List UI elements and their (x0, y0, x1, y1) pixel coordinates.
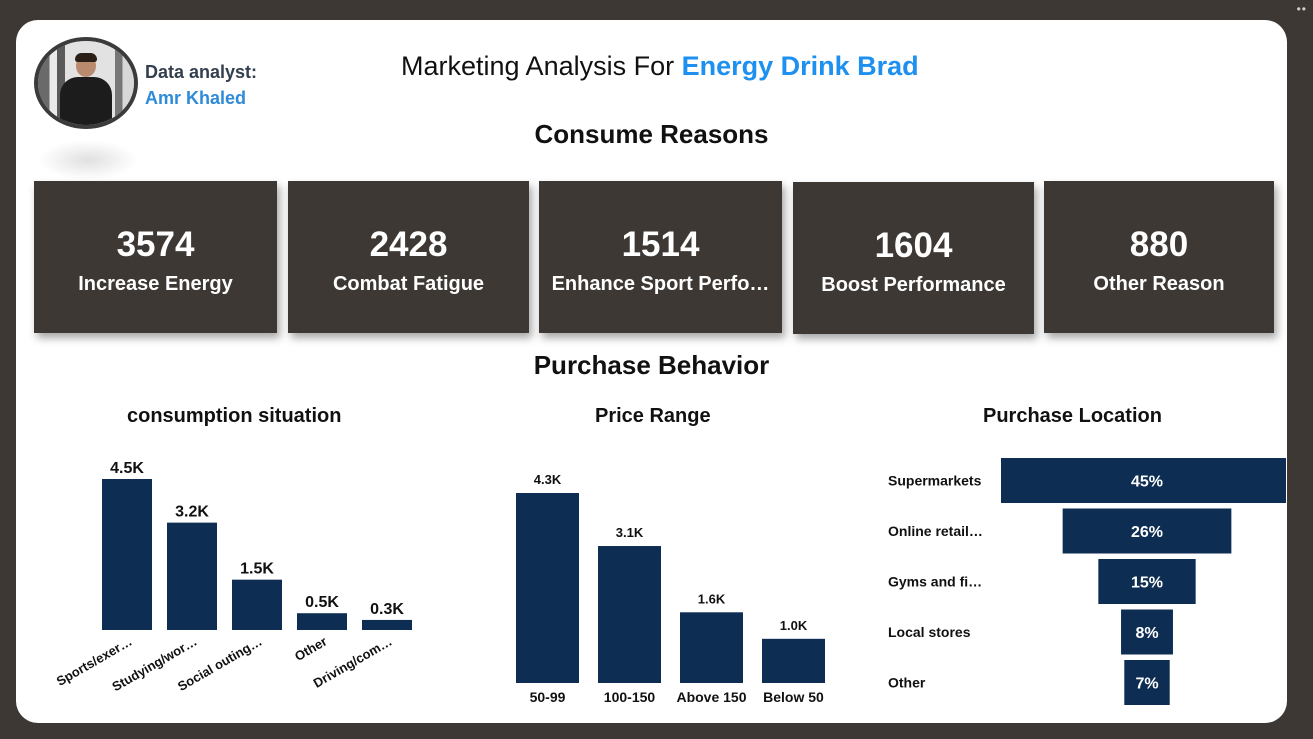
data-label: 0.3K (370, 601, 404, 618)
kpi-label: Enhance Sport Perfo… (551, 273, 770, 295)
data-label: 3.2K (175, 504, 209, 521)
kpi-label: Combat Fatigue (332, 273, 485, 295)
funnel-bar[interactable] (1098, 559, 1196, 604)
funnel-bar[interactable] (1001, 458, 1286, 503)
data-label: 15% (1131, 575, 1163, 592)
location-chart: 45% Supermarkets 26% Online retail… 15% Gyms … (888, 458, 1286, 705)
tick-label: 50-99 (530, 689, 566, 705)
category-label: Supermarkets (888, 473, 982, 489)
kpi-value: 2428 (369, 225, 448, 264)
funnel-bar[interactable] (1124, 660, 1170, 705)
kpi-card-enhance-sport[interactable]: 1514 Enhance Sport Perfo… (539, 181, 782, 333)
kpi-label: Other Reason (1093, 273, 1225, 295)
dashboard-panel: Data analyst: Amr Khaled Marketing Analy… (16, 20, 1287, 723)
kpi-card-increase-energy[interactable]: 3574 Increase Energy (34, 181, 277, 333)
data-label: 8% (1135, 625, 1158, 642)
data-label: 1.6K (698, 591, 726, 606)
price-chart: 4.3K 50-99 3.1K 100-150 1.6K Above 150 1.0K Bel… (516, 472, 825, 705)
kpi-label: Boost Performance (821, 274, 1006, 296)
tick-label: 100-150 (604, 689, 656, 705)
section-title-purchase-behavior: Purchase Behavior (533, 350, 770, 380)
data-label: 1.5K (240, 561, 274, 578)
bar[interactable] (362, 619, 412, 630)
funnel-bar[interactable] (1121, 609, 1173, 655)
chart-title-consumption: consumption situation (127, 405, 342, 427)
bar[interactable] (598, 546, 661, 683)
consumption-chart: 4.5KSports/exer…3.2KStudying/wor…1.5KSoc… (54, 460, 412, 694)
kpi-card-combat-fatigue[interactable]: 2428 Combat Fatigue (288, 181, 529, 333)
tick-label: Above 150 (676, 689, 746, 705)
data-label: 3.1K (616, 525, 644, 540)
bar[interactable] (102, 479, 152, 630)
data-label: 4.5K (110, 460, 144, 477)
kpi-value: 1514 (621, 225, 700, 264)
category-label: Gyms and fi… (888, 574, 982, 590)
chart-title-location: Purchase Location (983, 405, 1162, 427)
kpi-card-boost-performance[interactable]: 1604 Boost Performance (793, 182, 1034, 334)
tick-label: Other (292, 634, 330, 664)
bar[interactable] (516, 493, 579, 683)
chart-title-price: Price Range (595, 405, 711, 427)
data-label: 0.5K (305, 594, 339, 611)
kpi-card-other-reason[interactable]: 880 Other Reason (1044, 181, 1274, 333)
kpi-value: 3574 (116, 225, 195, 264)
data-label: 1.0K (780, 618, 808, 633)
analyst-name: Amr Khaled (145, 88, 247, 108)
bar[interactable] (167, 522, 217, 630)
kpi-value: 1604 (874, 226, 953, 265)
tick-label: Below 50 (763, 689, 824, 705)
page-title-prefix: Marketing Analysis For (401, 51, 682, 81)
category-label: Local stores (888, 624, 971, 640)
avatar-shadow (38, 140, 138, 180)
category-label: Other (888, 675, 926, 691)
data-label: 26% (1131, 524, 1163, 541)
page-title-accent: Energy Drink Brad (681, 51, 919, 81)
bar[interactable] (232, 579, 282, 630)
kpi-value: 880 (1129, 225, 1189, 264)
data-label: 45% (1131, 474, 1163, 491)
analyst-label: Data analyst: (145, 62, 258, 82)
funnel-bar[interactable] (1062, 508, 1232, 554)
bar[interactable] (680, 612, 743, 683)
category-label: Online retail… (888, 523, 983, 539)
data-label: 7% (1135, 676, 1158, 693)
window-menu-icon[interactable]: •• (1296, 2, 1307, 16)
bar[interactable] (762, 638, 825, 683)
kpi-label: Increase Energy (78, 273, 233, 295)
data-label: 4.3K (534, 472, 562, 487)
avatar (34, 37, 138, 129)
bar[interactable] (297, 613, 347, 630)
section-title-consume-reasons: Consume Reasons (534, 119, 769, 149)
page-title: Marketing Analysis For Energy Drink Brad (401, 51, 919, 82)
